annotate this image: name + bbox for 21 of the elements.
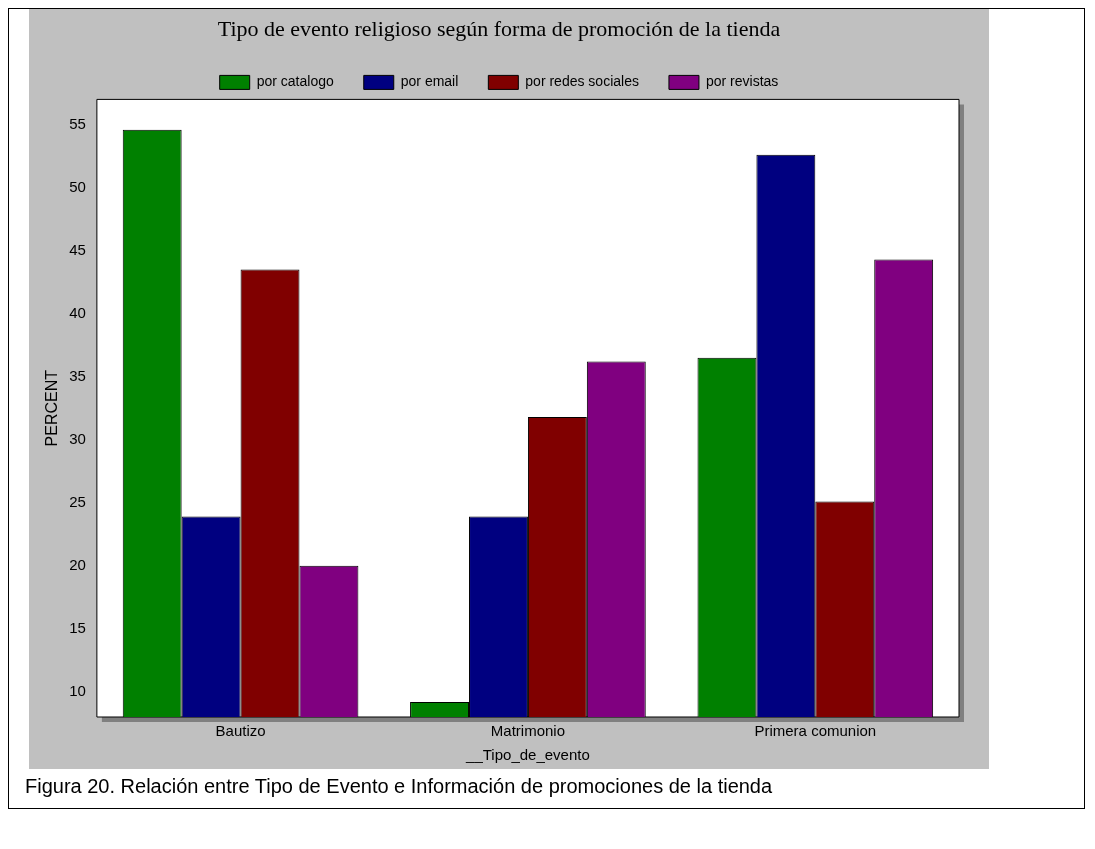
chart-title: Tipo de evento religioso según forma de promoción de la tienda: [217, 15, 781, 41]
x-tick-label: Bautizo: [215, 722, 266, 740]
y-axis-title: PERCENT: [43, 369, 61, 447]
y-tick-label: 15: [69, 618, 86, 636]
y-tick-label: 35: [69, 366, 86, 384]
y-tick-label: 55: [69, 114, 86, 132]
y-tick-label: 20: [69, 555, 86, 573]
legend-label: por revistas: [705, 73, 779, 90]
y-tick-label: 30: [69, 429, 86, 447]
text: Figura 20. Relación entre Tipo de Evento e Información de promociones de la tienda: [24, 774, 774, 799]
y-tick-label: 25: [69, 492, 86, 510]
x-axis-title: __Tipo_de_evento: [465, 746, 590, 764]
y-tick-label: 50: [69, 177, 86, 195]
y-tick-label: 45: [69, 240, 86, 258]
y-tick-label: 10: [69, 681, 86, 699]
x-tick-label: Primera comunion: [754, 722, 877, 740]
y-tick-label: 40: [69, 303, 86, 321]
legend-label: por redes sociales: [525, 73, 639, 90]
x-tick-label: Matrimonio: [490, 722, 566, 740]
legend-label: por email: [400, 73, 459, 90]
legend-label: por catalogo: [256, 73, 334, 90]
